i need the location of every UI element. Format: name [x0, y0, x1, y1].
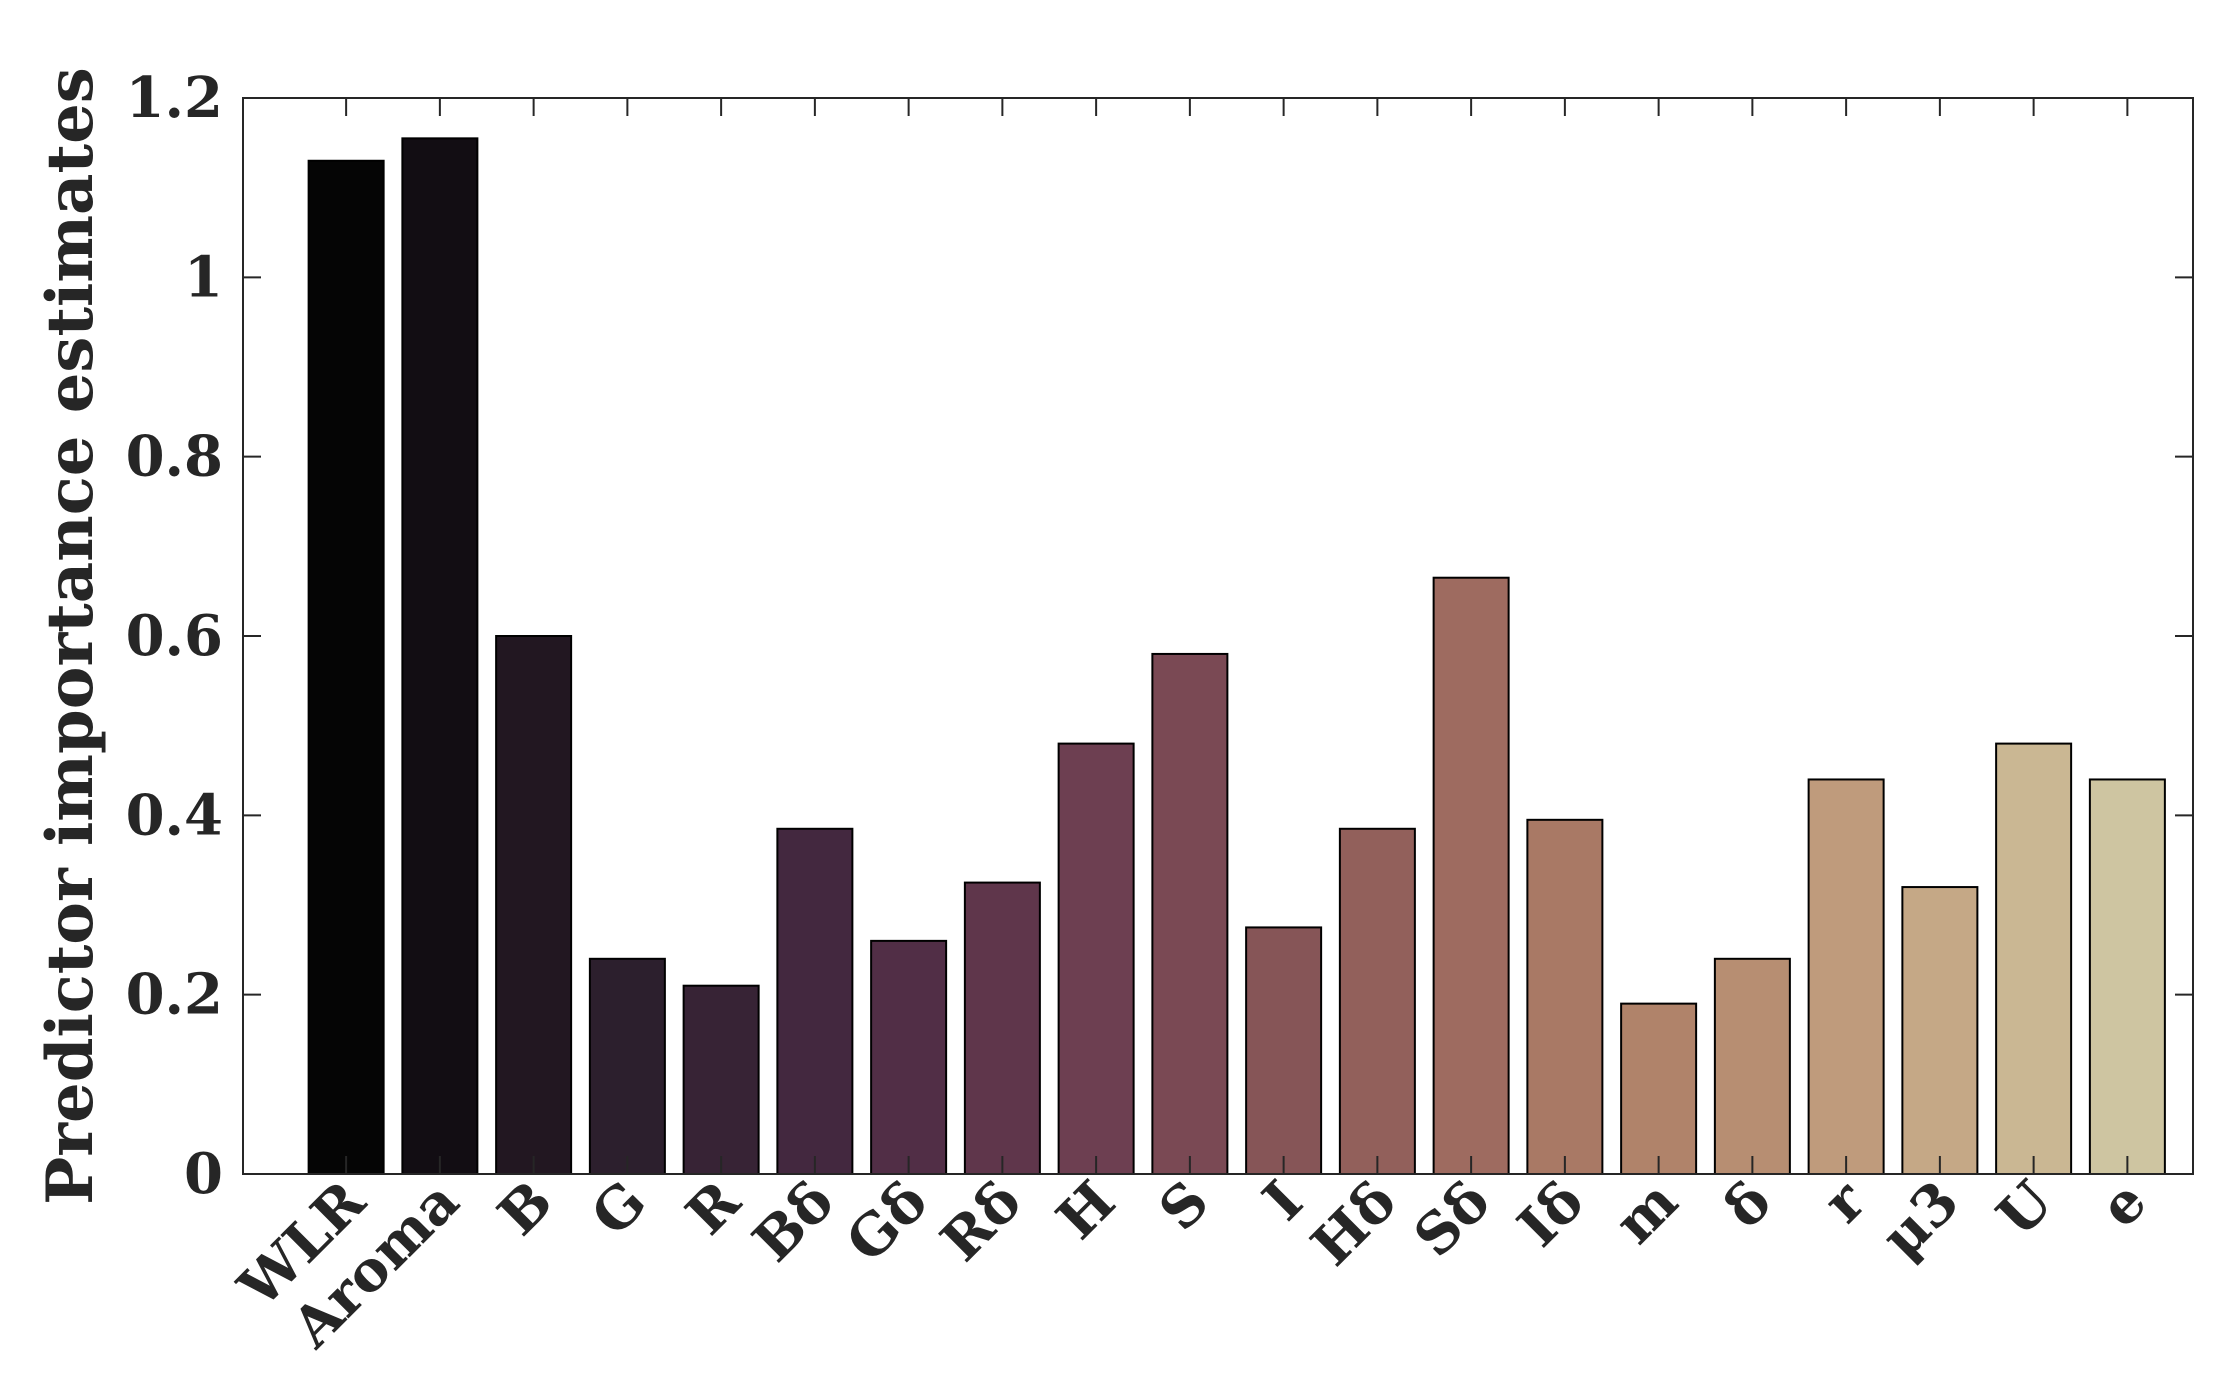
y-tick-label: 1 [184, 244, 223, 310]
x-tick-label: μ3 [1869, 1168, 1972, 1271]
bar [2088, 778, 2166, 1175]
bar [1995, 742, 2073, 1175]
y-tick-label: 0 [184, 1141, 223, 1207]
bar [963, 881, 1041, 1175]
bar [1713, 957, 1791, 1175]
x-tick-label: Sδ [1401, 1168, 1503, 1270]
x-tick-label: Bδ [740, 1168, 847, 1275]
x-tick-label: S [1147, 1168, 1222, 1243]
y-tick-label: 0.6 [126, 603, 223, 669]
bar [1057, 742, 1135, 1175]
bar [1901, 886, 1979, 1175]
y-tick-label: 0.8 [126, 424, 223, 490]
y-axis-label: Predictor importance estimates [33, 67, 108, 1205]
x-tick-label: R [673, 1168, 753, 1248]
bar [1620, 1002, 1698, 1176]
bar [682, 984, 760, 1176]
x-tick-label: G [579, 1168, 659, 1248]
bar [1526, 818, 1604, 1175]
bar [1807, 778, 1885, 1175]
bar [307, 159, 385, 1175]
x-tick-label: H [1044, 1168, 1128, 1252]
x-tick-label: U [1984, 1168, 2065, 1249]
x-tick-label: Gδ [834, 1168, 941, 1275]
x-tick-label: Rδ [928, 1168, 1034, 1274]
x-tick-label: B [485, 1168, 565, 1248]
bar [1338, 827, 1416, 1175]
bar [588, 957, 666, 1175]
x-tick-label: Iδ [1505, 1168, 1597, 1260]
x-tick-label: δ [1711, 1168, 1784, 1241]
y-tick-label: 0.4 [126, 782, 223, 848]
x-tick-label: Hδ [1299, 1168, 1409, 1278]
y-tick-label: 1.2 [126, 65, 223, 131]
x-tick-label: e [2087, 1168, 2159, 1240]
bar [1245, 926, 1323, 1176]
bar [495, 635, 573, 1175]
x-tick-label: m [1602, 1168, 1691, 1257]
x-tick-label: I [1250, 1168, 1315, 1233]
bar [776, 827, 854, 1175]
bar [401, 137, 479, 1176]
bar [1432, 576, 1510, 1175]
y-tick-label: 0.2 [126, 962, 223, 1028]
bar [870, 939, 948, 1175]
bar [1151, 652, 1229, 1175]
plot-area-frame [242, 97, 2194, 1175]
